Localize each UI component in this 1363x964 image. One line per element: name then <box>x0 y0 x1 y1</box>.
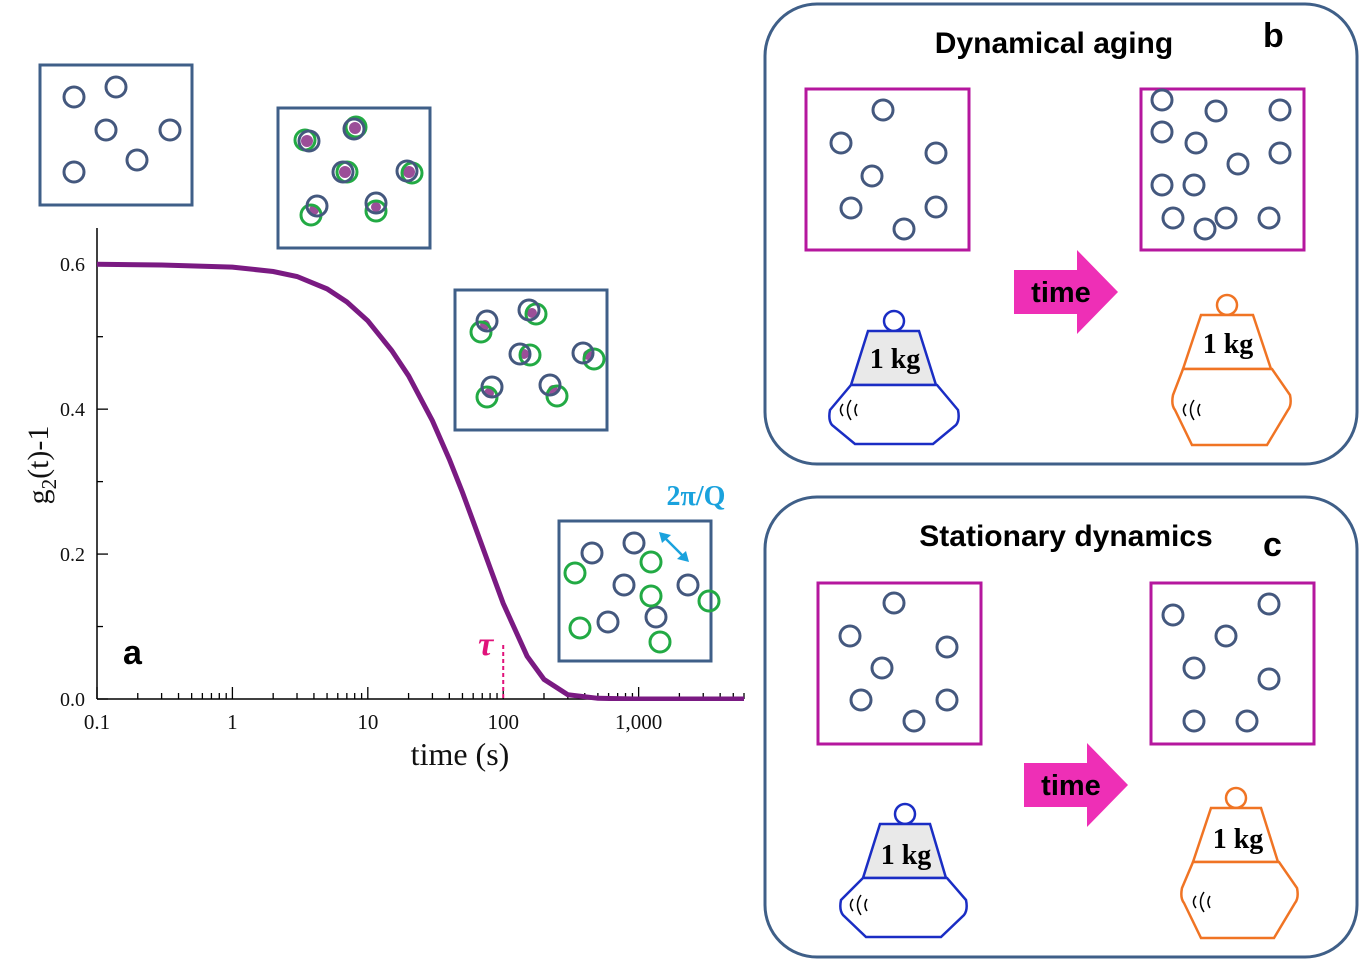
aging-box-after <box>1139 87 1306 252</box>
weight-new-label: 1 kg <box>1213 824 1264 855</box>
tau-label: τ <box>478 626 494 663</box>
weight-new-label: 1 kg <box>1203 329 1254 360</box>
stationary-box-before <box>816 581 983 746</box>
panel-b: Dynamical aging b time <box>763 2 1359 466</box>
panel-b-title: Dynamical aging <box>935 27 1173 60</box>
y-tick-labels: 0.0 0.2 0.4 0.6 <box>60 254 85 711</box>
x-ticks <box>96 687 745 699</box>
weight-old: 1 kg <box>828 309 960 446</box>
time-arrow: time <box>1024 743 1128 827</box>
stationary-box-after <box>1149 581 1316 746</box>
y-axis-label-rest: (t)-1 <box>22 426 55 479</box>
y-tick-label: 0.4 <box>60 399 85 421</box>
wavelength-arrow <box>663 536 685 558</box>
x-axis-label: time (s) <box>411 736 510 772</box>
y-axis-label-base: g <box>22 489 55 504</box>
weight-new: 1 kg <box>1180 786 1299 940</box>
x-tick-label: 10 <box>357 710 378 734</box>
wavelength-arrow-head-2 <box>677 551 689 562</box>
x-tick-labels: 0.1 1 10 100 1,000 <box>84 710 662 734</box>
y-axis-label: g2(t)-1 <box>22 426 61 505</box>
time-arrow-label: time <box>1031 277 1091 309</box>
inset-mid <box>453 288 609 432</box>
x-tick-label: 1,000 <box>615 710 662 734</box>
weight-new-mark <box>1182 399 1201 421</box>
time-arrow: time <box>1014 250 1118 334</box>
y-tick-label: 0.2 <box>60 544 85 566</box>
wavelength-arrow-head-1 <box>659 532 671 543</box>
panel-c-label: c <box>1263 526 1282 564</box>
y-ticks <box>97 263 108 700</box>
panel-b-label: b <box>1263 17 1284 55</box>
weight-new-mark <box>1192 891 1211 913</box>
inset-late <box>557 519 721 663</box>
x-tick-label: 1 <box>227 710 238 734</box>
x-tick-label: 100 <box>487 710 519 734</box>
weight-old: 1 kg <box>839 802 968 939</box>
panel-a: 0.1 1 10 100 1,000 0.0 0.2 0.4 0.6 τ time (s) g… <box>22 63 745 772</box>
x-tick-label: 0.1 <box>84 710 110 734</box>
weight-new: 1 kg <box>1171 293 1292 447</box>
y-tick-label: 0.0 <box>60 689 85 711</box>
weight-old-label: 1 kg <box>881 840 932 871</box>
inset-initial <box>38 63 194 207</box>
weight-old-mark <box>849 894 868 916</box>
inset-early <box>276 106 432 250</box>
panel-a-label: a <box>123 634 143 672</box>
aging-box-before <box>804 87 971 252</box>
correlation-curve <box>97 261 744 701</box>
weight-old-mark <box>839 399 858 421</box>
time-arrow-label: time <box>1041 770 1101 802</box>
y-axis-label-sub: 2 <box>37 479 61 490</box>
y-tick-label: 0.6 <box>60 254 85 276</box>
panel-c: Stationary dynamics c time <box>763 495 1359 959</box>
wavelength-label: 2π/Q <box>667 481 726 512</box>
panel-c-title: Stationary dynamics <box>919 520 1212 553</box>
weight-old-label: 1 kg <box>870 344 921 375</box>
